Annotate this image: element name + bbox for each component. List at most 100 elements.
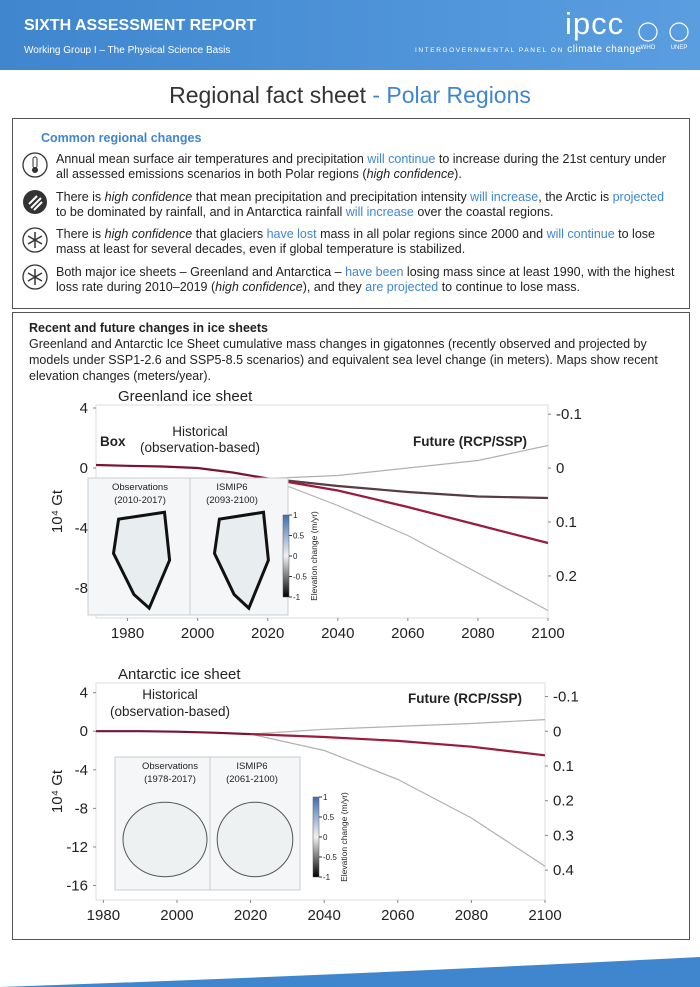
text-segment: to lose mass at least for several decade… (56, 227, 655, 256)
text-segment: ). (454, 167, 462, 181)
y-tick-label: -12 (66, 839, 88, 856)
annotation: Future (RCP/SSP) (413, 434, 527, 449)
text-segment: that glaciers (192, 227, 267, 241)
annotation: (observation-based) (140, 440, 260, 455)
x-tick-label: 2040 (307, 907, 340, 924)
x-tick-label: 2100 (528, 907, 561, 924)
change-item: There is high confidence that glaciers h… (56, 227, 676, 257)
y2-tick-label: 0 (553, 723, 561, 740)
y-tick-label: 4 (80, 400, 88, 417)
x-tick-label: 2080 (455, 907, 488, 924)
colorbar-tick-label: 0.5 (293, 532, 305, 541)
y2-tick-label: 0.1 (553, 758, 574, 775)
colorbar-tick-label: -1 (293, 593, 301, 602)
series-line (250, 719, 546, 735)
text-segment: will increase (345, 205, 414, 219)
common-changes-box: Common regional changes Annual mean surf… (12, 118, 690, 309)
colorbar-tick-label: 0 (293, 552, 298, 561)
series-line (267, 477, 549, 545)
series-line (267, 477, 549, 612)
who-emblem (638, 22, 658, 42)
y2-tick-label: 0.4 (553, 862, 574, 879)
x-tick-label: 2100 (531, 625, 564, 642)
map-label: ISMIP6 (236, 761, 267, 772)
text-segment: will continue (546, 227, 615, 241)
text-segment: Annual mean surface air temperatures and… (56, 152, 368, 166)
text-segment: are projected (365, 280, 439, 294)
text-segment: to increase during the 21st century unde… (56, 152, 667, 181)
section-heading: Recent and future changes in ice sheets (29, 321, 268, 335)
y-axis-label: 10⁴ Gt (49, 769, 66, 813)
map-shape (212, 510, 270, 611)
map-label: (2010-2017) (114, 495, 166, 506)
colorbar-label: Elevation change (m/yr) (339, 792, 349, 882)
org-name: INTERGOVERNMENTAL PANEL ON climate chang… (415, 44, 642, 55)
x-tick-label: 2020 (251, 625, 284, 642)
text-segment: high confidence (366, 167, 455, 181)
icon-thermometer (22, 152, 48, 178)
section-heading: Common regional changes (41, 131, 202, 145)
y2-tick-label: 0 (556, 460, 564, 477)
series-line (96, 730, 251, 736)
text-segment: that mean precipitation and precipitatio… (192, 190, 471, 204)
colorbar-tick-label: -1 (323, 873, 331, 882)
text-segment: projected (612, 190, 665, 204)
annotation: Historical (172, 424, 228, 439)
colorbar-tick-label: 1 (293, 511, 298, 520)
org-name-text: INTERGOVERNMENTAL PANEL ON (415, 47, 564, 54)
x-tick-label: 2060 (381, 907, 414, 924)
series-line (250, 733, 546, 757)
y-tick-label: -8 (75, 580, 88, 597)
section-description: Greenland and Antarctic Ice Sheet cumula… (29, 337, 658, 383)
x-tick-label: 1980 (111, 625, 144, 642)
text-segment: Both major ice sheets – Greenland and An… (56, 265, 346, 279)
unep-emblem (669, 22, 689, 42)
page-title-main: Regional fact sheet (169, 82, 366, 108)
text-segment: high confidence (104, 227, 193, 241)
y-tick-label: -16 (66, 878, 88, 895)
series-line (95, 463, 268, 480)
map-label: Observations (112, 482, 168, 493)
text-segment: to be dominated by rainfall, and in Anta… (56, 205, 346, 219)
x-tick-label: 2080 (461, 625, 494, 642)
colorbar-tick-label: 0.5 (323, 813, 335, 822)
colorbar-tick-label: 0 (323, 833, 328, 842)
x-tick-label: 2060 (391, 625, 424, 642)
y2-tick-label: 0.1 (556, 514, 577, 531)
icon-snowflake (22, 264, 48, 290)
y-tick-label: 0 (80, 723, 88, 740)
y-axis-label: 10⁴ Gt (49, 489, 66, 533)
y-tick-label: -4 (75, 520, 88, 537)
map-label: (2061-2100) (226, 774, 278, 785)
icon-rain (23, 190, 47, 214)
x-tick-label: 1980 (87, 907, 120, 924)
icon-snowflake (22, 227, 48, 253)
text-segment: losing mass since at least 1990, with th… (56, 265, 675, 294)
map-shape (111, 510, 172, 611)
y2-tick-label: 0.2 (553, 793, 574, 810)
page-title-highlight: - Polar Regions (372, 82, 531, 108)
text-segment: ), and they (302, 280, 366, 294)
chart-title: Antarctic ice sheet (118, 666, 241, 683)
ice-sheets-box: Recent and future changes in ice sheets … (12, 312, 690, 940)
map-shape (122, 801, 208, 878)
x-tick-label: 2020 (234, 907, 267, 924)
logo: ipcc (565, 6, 625, 41)
y-tick-label: -4 (75, 762, 88, 779)
colorbar-tick-label: -0.5 (293, 573, 307, 582)
annotation: (observation-based) (110, 704, 230, 719)
annotation: Box (100, 434, 126, 449)
map-label: (2093-2100) (206, 495, 258, 506)
partner-unep: UNEP (670, 45, 688, 51)
y2-tick-label: 0.3 (553, 827, 574, 844)
text-segment: high confidence (104, 190, 193, 204)
chart-title: Greenland ice sheet (118, 388, 253, 405)
annotation: Historical (142, 687, 198, 702)
text-segment: over the coastal regions. (413, 205, 554, 219)
y2-tick-label: -0.1 (556, 406, 582, 423)
change-item: Both major ice sheets – Greenland and An… (56, 265, 676, 295)
org-tagline: climate change (567, 44, 642, 55)
colorbar (282, 514, 290, 598)
colorbar (312, 796, 320, 878)
